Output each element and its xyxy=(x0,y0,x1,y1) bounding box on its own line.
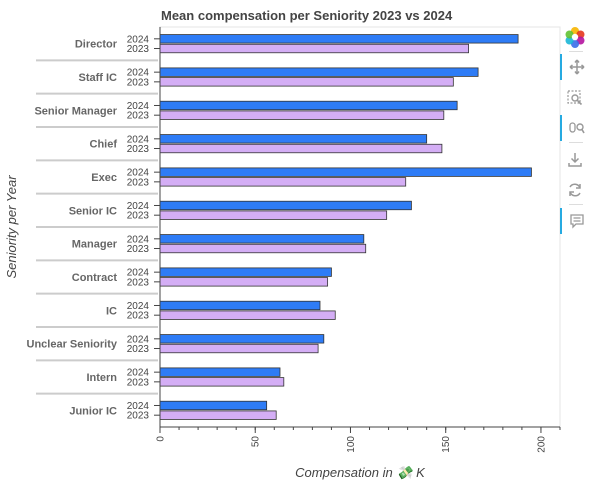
year-tick-label: 2023 xyxy=(127,311,150,322)
bar-2023 xyxy=(159,277,329,287)
bokeh-logo[interactable] xyxy=(560,24,590,50)
category-label: Manager xyxy=(72,239,118,251)
bar-2023 xyxy=(159,343,319,354)
box-zoom-icon xyxy=(567,90,583,106)
x-axis-ticks: 0 50 100 150 200 xyxy=(156,427,561,453)
bar-2023 xyxy=(159,110,445,120)
bokeh-logo-icon xyxy=(565,27,585,48)
year-tick-label: 2024 xyxy=(127,34,150,45)
year-tick-label: 2023 xyxy=(127,77,150,88)
bar-2023 xyxy=(159,43,469,54)
bars xyxy=(159,34,532,420)
year-tick-label: 2023 xyxy=(127,344,150,355)
bar-2023 xyxy=(159,243,367,254)
year-labels: 2024202320242023202420232024202320242023… xyxy=(127,34,160,422)
box-zoom-tool[interactable] xyxy=(560,85,590,111)
chart-title: Mean compensation per Seniority 2023 vs … xyxy=(161,8,453,23)
toolbar-divider xyxy=(569,142,583,143)
year-tick-label: 2024 xyxy=(127,201,150,212)
year-tick-label: 2023 xyxy=(127,111,150,122)
year-tick-label: 2024 xyxy=(127,368,150,379)
year-tick-label: 2023 xyxy=(127,144,150,155)
category-label: Senior Manager xyxy=(34,105,117,117)
year-tick-label: 2024 xyxy=(127,68,150,79)
bar-2024 xyxy=(159,100,458,111)
bar-2024 xyxy=(159,400,268,411)
year-tick-label: 2023 xyxy=(127,244,150,255)
category-label: Intern xyxy=(86,372,117,384)
bar-2024 xyxy=(159,34,519,44)
group-separators xyxy=(36,59,158,395)
bar-2024 xyxy=(159,300,321,311)
bar-2024 xyxy=(159,200,412,211)
category-labels: Director Staff IC Senior Manager Chief Exec S… xyxy=(27,39,118,418)
category-label: Contract xyxy=(72,272,118,284)
x-tick-label: 150 xyxy=(441,436,452,453)
plot-frame xyxy=(159,26,561,428)
reset-tool[interactable] xyxy=(560,177,590,203)
bar-2024 xyxy=(159,134,428,144)
category-label: Unclear Seniority xyxy=(27,339,118,351)
bar-2024 xyxy=(159,334,325,344)
x-tick-label: 0 xyxy=(156,436,167,442)
x-tick-label: 100 xyxy=(346,436,357,453)
bar-2024 xyxy=(159,234,365,244)
reset-icon xyxy=(569,183,581,197)
y-axis-label: Seniority per Year xyxy=(4,175,19,279)
year-tick-label: 2024 xyxy=(127,334,150,345)
bar-2023 xyxy=(159,377,285,387)
bar-2024 xyxy=(159,267,332,277)
pan-tool[interactable] xyxy=(560,54,590,80)
year-tick-label: 2023 xyxy=(127,377,150,388)
year-tick-label: 2024 xyxy=(127,234,150,245)
bar-2023 xyxy=(159,177,407,187)
bar-2023 xyxy=(159,410,277,420)
save-tool[interactable] xyxy=(560,147,590,173)
pan-icon xyxy=(569,59,585,75)
year-tick-label: 2024 xyxy=(127,268,150,279)
x-axis-label: Compensation in 💸 K xyxy=(295,465,426,480)
year-tick-label: 2023 xyxy=(127,211,150,222)
year-tick-label: 2024 xyxy=(127,168,150,179)
category-label: Junior IC xyxy=(69,405,117,417)
year-tick-label: 2024 xyxy=(127,134,150,145)
toolbar-divider xyxy=(569,51,583,52)
wheel-zoom-tool[interactable] xyxy=(560,115,590,141)
wheel-zoom-icon xyxy=(569,122,585,134)
category-label: IC xyxy=(106,305,117,317)
category-label: Staff IC xyxy=(79,72,118,84)
year-tick-label: 2024 xyxy=(127,401,150,412)
year-tick-label: 2023 xyxy=(127,177,150,188)
category-label: Exec xyxy=(91,172,117,184)
hover-icon xyxy=(570,214,584,229)
category-label: Director xyxy=(75,39,118,51)
bar-2024 xyxy=(159,67,479,77)
category-label: Chief xyxy=(90,139,118,151)
bar-2024 xyxy=(159,167,532,177)
x-tick-label: 50 xyxy=(251,436,262,448)
year-tick-label: 2024 xyxy=(127,101,150,112)
year-tick-label: 2023 xyxy=(127,411,150,422)
bar-2024 xyxy=(159,367,281,377)
category-label: Senior IC xyxy=(69,205,117,217)
bar-2023 xyxy=(159,310,336,320)
bar-2023 xyxy=(159,143,443,154)
hover-tool[interactable] xyxy=(560,208,590,234)
bar-2023 xyxy=(159,77,454,87)
year-tick-label: 2023 xyxy=(127,277,150,288)
chart-toolbar xyxy=(560,24,590,244)
year-tick-label: 2023 xyxy=(127,44,150,55)
toolbar-divider xyxy=(569,204,583,205)
save-icon xyxy=(568,153,582,167)
bar-2023 xyxy=(159,210,388,220)
x-tick-label: 200 xyxy=(536,436,547,453)
year-tick-label: 2024 xyxy=(127,301,150,312)
